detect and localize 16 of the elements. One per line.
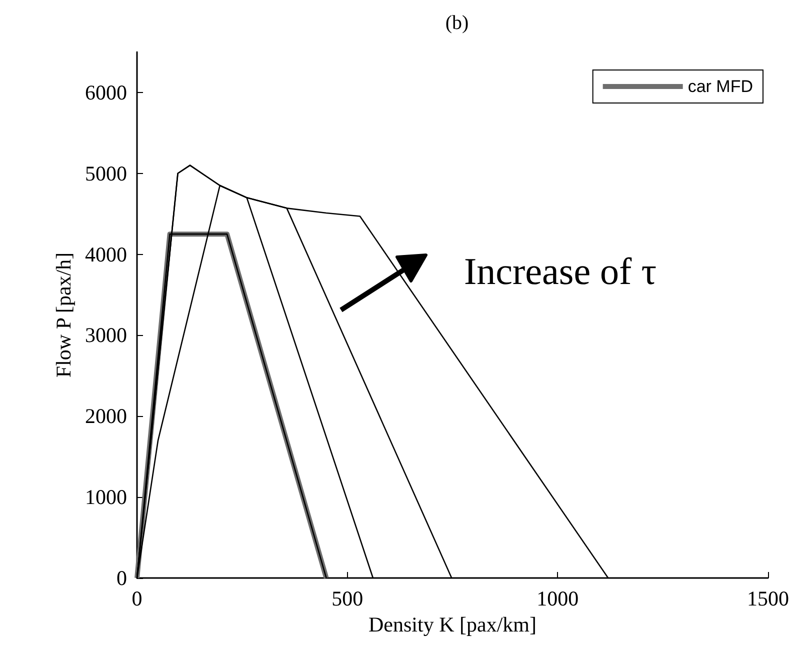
- y-tick-label: 2000: [85, 404, 127, 428]
- x-tick-label: 0: [132, 586, 142, 610]
- y-tick-label: 6000: [85, 80, 127, 104]
- x-tick-label: 1000: [536, 586, 579, 610]
- y-tick-label: 1000: [85, 485, 127, 510]
- annotation: Increase of τ: [464, 250, 656, 294]
- y-tick-label: 0: [116, 566, 127, 590]
- x-axis-title: Density K [pax/km]: [368, 612, 536, 636]
- y-tick-label: 4000: [85, 242, 127, 266]
- y-tick-label: 3000: [85, 323, 127, 348]
- x-tick-label: 1500: [747, 586, 789, 610]
- x-tick-label: 500: [332, 586, 364, 610]
- y-tick-label: 5000: [85, 161, 127, 186]
- legend-label: car MFD: [688, 77, 754, 96]
- y-axis-title: Flow P [pax/h]: [52, 252, 76, 378]
- chart-title: (b): [445, 12, 469, 34]
